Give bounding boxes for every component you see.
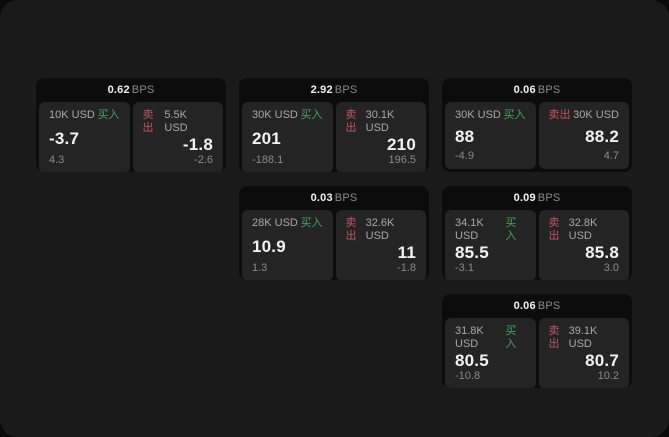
bps-header: 0.06 BPS bbox=[442, 78, 632, 102]
buy-price: 201 bbox=[252, 128, 281, 148]
bps-header: 0.03 BPS bbox=[239, 186, 429, 210]
quote-cards-grid: 0.62 BPS 10K USD 买入 -3.7 4.3 卖出 5.5K USD bbox=[36, 78, 632, 388]
bps-header: 0.06 BPS bbox=[442, 294, 632, 318]
buy-price: -3.7 bbox=[49, 128, 80, 148]
sell-panel[interactable]: 卖出 30.1K USD 210 196.5 bbox=[335, 102, 426, 172]
sell-amount: 30K USD bbox=[573, 109, 619, 121]
buy-label: 买入 bbox=[300, 109, 323, 121]
quote-card[interactable]: 0.09 BPS 34.1K USD 买入 85.5 -3.1 卖出 32.8K … bbox=[442, 186, 632, 280]
buy-amount: 28K USD bbox=[252, 217, 298, 229]
buy-panel[interactable]: 28K USD 买入 10.9 1.3 bbox=[242, 210, 333, 280]
buy-price: 80.5 bbox=[455, 351, 489, 370]
sell-price: 88.2 bbox=[585, 126, 619, 146]
bps-unit: BPS bbox=[334, 84, 358, 96]
sell-amount: 32.6K USD bbox=[365, 217, 395, 242]
sell-label: 卖出 bbox=[345, 217, 357, 242]
bps-value: 0.06 bbox=[513, 84, 536, 96]
bps-header: 2.92 BPS bbox=[239, 78, 429, 102]
bps-unit: BPS bbox=[334, 192, 358, 204]
sell-panel[interactable]: 卖出 5.5K USD -1.8 -2.6 bbox=[132, 102, 223, 172]
bps-header: 0.09 BPS bbox=[442, 186, 632, 210]
bps-value: 2.92 bbox=[310, 84, 333, 96]
sell-label: 卖出 bbox=[345, 109, 357, 134]
buy-price: 85.5 bbox=[455, 243, 489, 262]
sell-price: 210 bbox=[387, 135, 416, 154]
buy-amount: 10K USD bbox=[49, 109, 95, 121]
buy-amount: 30K USD bbox=[252, 109, 298, 121]
buy-amount: 34.1K USD bbox=[455, 217, 484, 242]
buy-label: 买入 bbox=[97, 109, 120, 121]
buy-price: 10.9 bbox=[252, 236, 286, 256]
quote-card[interactable]: 0.06 BPS 30K USD 买入 88 -4.9 卖出 30K USD bbox=[442, 78, 632, 172]
sell-price: 85.8 bbox=[585, 243, 619, 262]
buy-sub-value: -188.1 bbox=[252, 154, 284, 166]
sell-label: 卖出 bbox=[548, 217, 560, 242]
quote-card[interactable]: 0.62 BPS 10K USD 买入 -3.7 4.3 卖出 5.5K USD bbox=[36, 78, 226, 172]
quote-card[interactable]: 0.03 BPS 28K USD 买入 10.9 1.3 卖出 32.6K USD bbox=[239, 186, 429, 280]
sell-price: 11 bbox=[397, 243, 416, 262]
sell-price: 80.7 bbox=[585, 351, 619, 370]
buy-label: 买入 bbox=[505, 325, 517, 350]
buy-panel[interactable]: 10K USD 买入 -3.7 4.3 bbox=[39, 102, 130, 172]
sell-sub-value: -1.8 bbox=[397, 262, 416, 274]
sell-amount: 30.1K USD bbox=[365, 109, 395, 134]
sell-amount: 5.5K USD bbox=[164, 109, 188, 134]
bps-header: 0.62 BPS bbox=[36, 78, 226, 102]
sell-sub-value: 196.5 bbox=[388, 154, 416, 166]
sell-sub-value: 10.2 bbox=[597, 370, 619, 382]
bps-value: 0.09 bbox=[513, 192, 536, 204]
buy-sub-value: -10.8 bbox=[455, 370, 481, 382]
buy-panel[interactable]: 31.8K USD 买入 80.5 -10.8 bbox=[445, 318, 536, 388]
sell-sub-value: 3.0 bbox=[603, 262, 619, 274]
buy-amount: 31.8K USD bbox=[455, 325, 484, 350]
bps-unit: BPS bbox=[537, 300, 561, 312]
buy-label: 买入 bbox=[505, 217, 517, 242]
sell-label: 卖出 bbox=[548, 325, 560, 350]
sell-panel[interactable]: 卖出 32.8K USD 85.8 3.0 bbox=[538, 210, 629, 280]
sell-price: -1.8 bbox=[182, 135, 213, 154]
bps-unit: BPS bbox=[537, 192, 561, 204]
bps-unit: BPS bbox=[131, 84, 155, 96]
buy-panel[interactable]: 34.1K USD 买入 85.5 -3.1 bbox=[445, 210, 536, 280]
sell-panel[interactable]: 卖出 39.1K USD 80.7 10.2 bbox=[538, 318, 629, 388]
sell-label: 卖出 bbox=[548, 109, 571, 121]
sell-sub-value: 4.7 bbox=[603, 150, 619, 162]
buy-label: 买入 bbox=[300, 217, 323, 229]
buy-amount: 30K USD bbox=[455, 109, 501, 121]
buy-sub-value: 1.3 bbox=[252, 262, 268, 274]
buy-price: 88 bbox=[455, 126, 475, 146]
buy-sub-value: -3.1 bbox=[455, 262, 474, 274]
sell-panel[interactable]: 卖出 30K USD 88.2 4.7 bbox=[538, 102, 629, 169]
sell-amount: 39.1K USD bbox=[568, 325, 598, 350]
bps-value: 0.06 bbox=[513, 300, 536, 312]
buy-sub-value: -4.9 bbox=[455, 150, 474, 162]
buy-sub-value: 4.3 bbox=[49, 154, 65, 166]
quote-card[interactable]: 0.06 BPS 31.8K USD 买入 80.5 -10.8 卖出 39.1K… bbox=[442, 294, 632, 388]
buy-panel[interactable]: 30K USD 买入 88 -4.9 bbox=[445, 102, 536, 169]
bps-value: 0.03 bbox=[310, 192, 333, 204]
quote-card[interactable]: 2.92 BPS 30K USD 买入 201 -188.1 卖出 30.1K U… bbox=[239, 78, 429, 172]
sell-panel[interactable]: 卖出 32.6K USD 11 -1.8 bbox=[335, 210, 426, 280]
bps-value: 0.62 bbox=[107, 84, 130, 96]
sell-sub-value: -2.6 bbox=[194, 154, 213, 166]
buy-label: 买入 bbox=[503, 109, 526, 121]
buy-panel[interactable]: 30K USD 买入 201 -188.1 bbox=[242, 102, 333, 172]
bps-unit: BPS bbox=[537, 84, 561, 96]
sell-amount: 32.8K USD bbox=[568, 217, 598, 242]
sell-label: 卖出 bbox=[142, 109, 154, 134]
